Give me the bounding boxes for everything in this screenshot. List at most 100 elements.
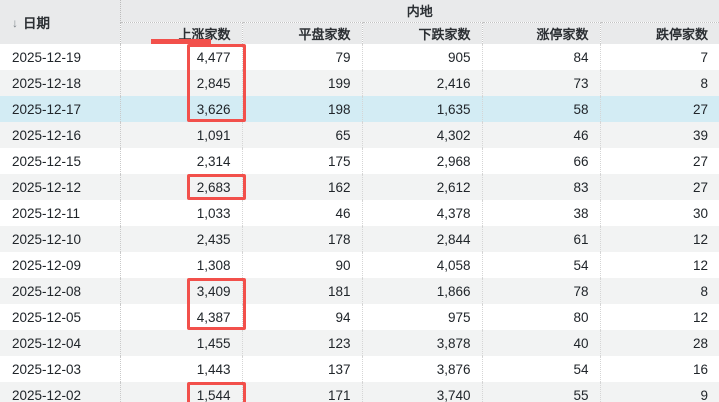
cell-limit-up-count: 54 [482,356,601,382]
column-group-header-mainland: 内地 [120,0,719,22]
cell-down-count: 1,635 [362,96,483,122]
table-row[interactable]: 2025-12-15 2,314 175 2,968 66 27 [0,148,719,174]
table-row[interactable]: 2025-12-19 4,477 79 905 84 7 [0,44,719,70]
cell-limit-down-count: 27 [600,174,719,200]
cell-date: 2025-12-16 [0,122,121,148]
cell-down-count: 2,844 [362,226,483,252]
cell-flat-count: 46 [242,200,363,226]
cell-date: 2025-12-19 [0,44,121,70]
cell-up-count: 1,544 [120,382,243,402]
cell-limit-down-count: 16 [600,356,719,382]
cell-down-count: 2,416 [362,70,483,96]
cell-limit-up-count: 46 [482,122,601,148]
cell-flat-count: 171 [242,382,363,402]
cell-down-count: 4,378 [362,200,483,226]
cell-date: 2025-12-03 [0,356,121,382]
cell-up-count: 1,443 [120,356,243,382]
cell-limit-up-count: 58 [482,96,601,122]
header-sub-row: 上涨家数 平盘家数 下跌家数 涨停家数 跌停家数 [0,21,719,44]
cell-date: 2025-12-12 [0,174,121,200]
cell-limit-down-count: 7 [600,44,719,70]
cell-limit-up-count: 78 [482,278,601,304]
cell-up-count: 4,477 [120,44,243,70]
column-header-down-count[interactable]: 下跌家数 [362,21,483,44]
cell-limit-up-count: 73 [482,70,601,96]
cell-up-count: 2,435 [120,226,243,252]
cell-flat-count: 181 [242,278,363,304]
cell-limit-up-count: 66 [482,148,601,174]
cell-down-count: 975 [362,304,483,330]
cell-date: 2025-12-15 [0,148,121,174]
column-header-limit-down-count[interactable]: 跌停家数 [600,21,719,44]
cell-up-count: 1,091 [120,122,243,148]
cell-date: 2025-12-18 [0,70,121,96]
table-row[interactable]: 2025-12-05 4,387 94 975 80 12 [0,304,719,330]
cell-limit-down-count: 8 [600,70,719,96]
cell-down-count: 1,866 [362,278,483,304]
table-row[interactable]: 2025-12-02 1,544 171 3,740 55 9 [0,382,719,402]
cell-up-count: 1,455 [120,330,243,356]
cell-down-count: 905 [362,44,483,70]
cell-limit-up-count: 40 [482,330,601,356]
cell-date: 2025-12-11 [0,200,121,226]
cell-down-count: 2,612 [362,174,483,200]
table-row[interactable]: 2025-12-09 1,308 90 4,058 54 12 [0,252,719,278]
cell-flat-count: 137 [242,356,363,382]
table-row[interactable]: 2025-12-18 2,845 199 2,416 73 8 [0,70,719,96]
cell-up-count: 1,308 [120,252,243,278]
cell-up-count: 2,845 [120,70,243,96]
cell-limit-down-count: 28 [600,330,719,356]
cell-date: 2025-12-09 [0,252,121,278]
table-row[interactable]: 2025-12-10 2,435 178 2,844 61 12 [0,226,719,252]
column-header-date-label: 日期 [23,16,50,31]
cell-limit-down-count: 27 [600,96,719,122]
table-row[interactable]: 2025-12-12 2,683 162 2,612 83 27 [0,174,719,200]
table-row[interactable]: 2025-12-17 3,626 198 1,635 58 27 [0,96,719,122]
cell-up-count: 1,033 [120,200,243,226]
column-header-limit-up-count[interactable]: 涨停家数 [482,21,601,44]
cell-flat-count: 198 [242,96,363,122]
cell-flat-count: 162 [242,174,363,200]
cell-date: 2025-12-08 [0,278,121,304]
cell-date: 2025-12-10 [0,226,121,252]
cell-flat-count: 90 [242,252,363,278]
column-header-flat-count[interactable]: 平盘家数 [242,21,363,44]
cell-flat-count: 79 [242,44,363,70]
cell-up-count: 4,387 [120,304,243,330]
cell-limit-down-count: 8 [600,278,719,304]
cell-limit-up-count: 54 [482,252,601,278]
cell-limit-down-count: 9 [600,382,719,402]
cell-limit-up-count: 55 [482,382,601,402]
column-header-up-count[interactable]: 上涨家数 [120,21,243,44]
cell-down-count: 2,968 [362,148,483,174]
cell-limit-down-count: 12 [600,252,719,278]
cell-up-count: 3,626 [120,96,243,122]
cell-date: 2025-12-05 [0,304,121,330]
cell-flat-count: 94 [242,304,363,330]
sort-descending-arrow-icon[interactable]: ↓ [12,16,18,30]
cell-limit-down-count: 12 [600,226,719,252]
cell-down-count: 3,878 [362,330,483,356]
cell-up-count: 2,683 [120,174,243,200]
cell-flat-count: 123 [242,330,363,356]
table-row[interactable]: 2025-12-11 1,033 46 4,378 38 30 [0,200,719,226]
table-header: ↓ 日期 内地 上涨家数 平盘家数 下跌家数 涨停家数 跌停家数 [0,0,719,44]
cell-date: 2025-12-02 [0,382,121,402]
cell-limit-down-count: 12 [600,304,719,330]
cell-down-count: 3,876 [362,356,483,382]
cell-limit-down-count: 30 [600,200,719,226]
cell-flat-count: 175 [242,148,363,174]
cell-limit-up-count: 83 [482,174,601,200]
table-row[interactable]: 2025-12-04 1,455 123 3,878 40 28 [0,330,719,356]
table-row[interactable]: 2025-12-03 1,443 137 3,876 54 16 [0,356,719,382]
column-header-date[interactable]: ↓ 日期 [0,0,121,44]
table-row[interactable]: 2025-12-16 1,091 65 4,302 46 39 [0,122,719,148]
table-row[interactable]: 2025-12-08 3,409 181 1,866 78 8 [0,278,719,304]
cell-limit-up-count: 38 [482,200,601,226]
cell-date: 2025-12-17 [0,96,121,122]
cell-limit-up-count: 80 [482,304,601,330]
cell-flat-count: 65 [242,122,363,148]
cell-down-count: 4,058 [362,252,483,278]
